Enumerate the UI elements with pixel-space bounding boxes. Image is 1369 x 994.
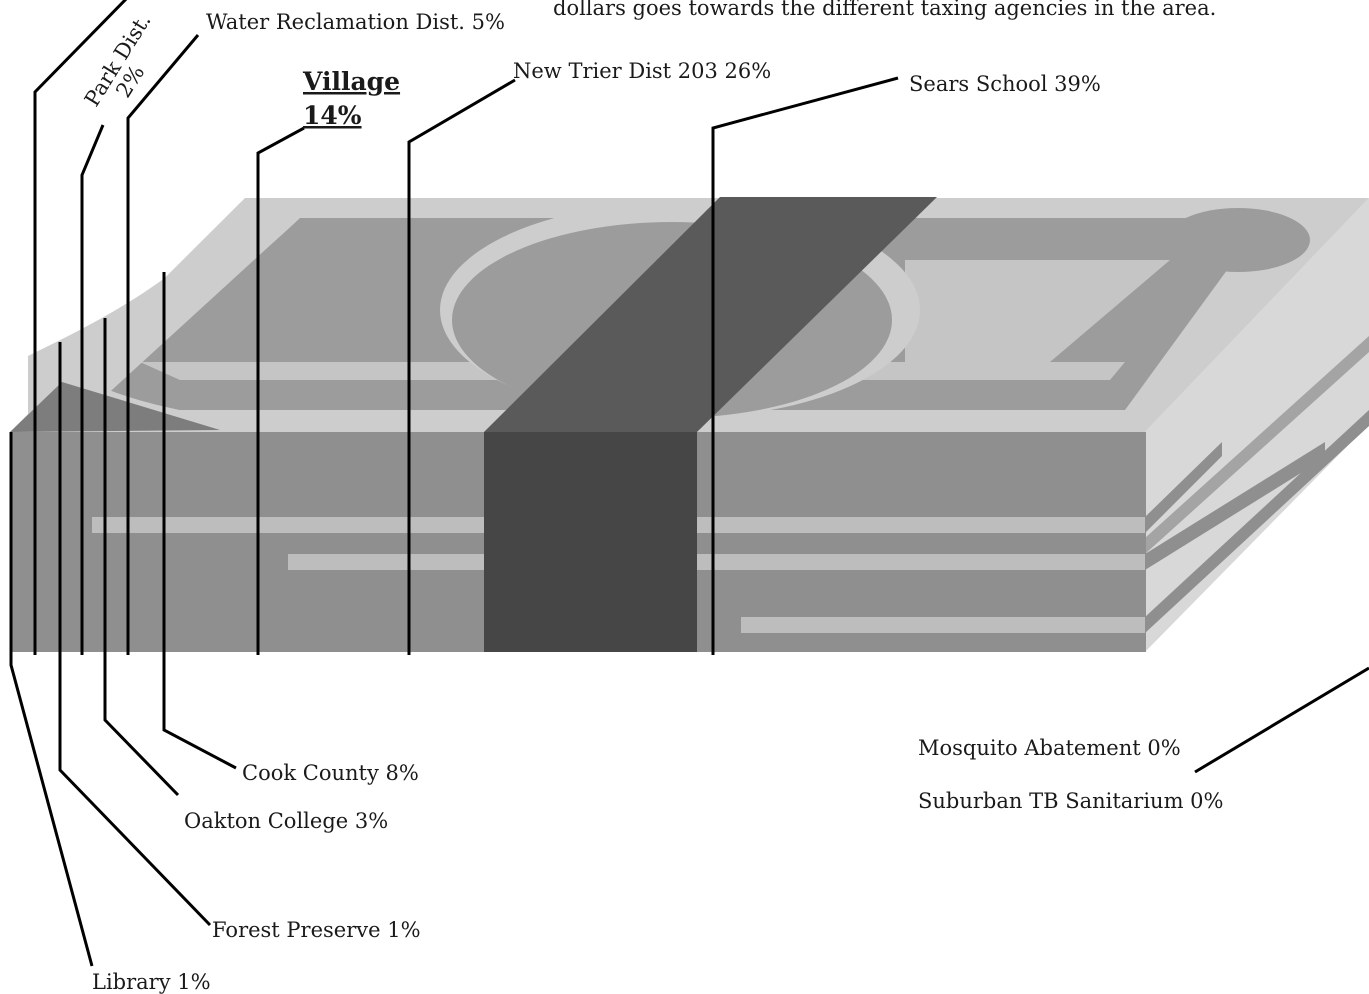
leader-new-trier <box>407 78 516 655</box>
leader-forest <box>58 342 212 927</box>
leader-lines <box>9 0 1369 967</box>
bill-right-seal <box>1166 208 1310 272</box>
label-water-reclamation: Water Reclamation Dist. 5% <box>206 10 505 34</box>
money-stack-illustration <box>10 197 1369 652</box>
label-sears-school: Sears School 39% <box>909 72 1101 96</box>
label-park-district: Park Dist. 2% <box>80 9 156 110</box>
leader-mosquito <box>1194 666 1369 774</box>
leader-oakton <box>103 318 180 797</box>
leader-park <box>80 124 105 655</box>
front-stripe-2 <box>288 554 1145 570</box>
leader-sears <box>711 76 899 655</box>
label-forest-preserve: Forest Preserve 1% <box>212 918 421 942</box>
stack-left-shadow <box>10 382 220 432</box>
stack-side-face <box>1145 198 1369 652</box>
leader-library <box>9 432 94 967</box>
leader-water <box>33 0 128 655</box>
label-library: Library 1% <box>92 970 211 994</box>
leader-cook <box>162 272 237 770</box>
label-mosquito-abatement: Mosquito Abatement 0% <box>918 736 1181 760</box>
label-suburban-tb: Suburban TB Sanitarium 0% <box>918 789 1223 813</box>
leader-water-reclamation <box>126 34 200 655</box>
label-village-pct: 14% <box>303 101 362 130</box>
side-stripe-1 <box>1145 442 1222 533</box>
label-oakton-college: Oakton College 3% <box>184 809 388 833</box>
side-stripe-3 <box>1145 410 1369 633</box>
side-stripe-4 <box>1145 336 1369 554</box>
paper-band-top <box>484 197 937 432</box>
label-cook-county: Cook County 8% <box>242 761 419 785</box>
leader-village <box>256 126 305 655</box>
park-district-name: Park Dist. <box>80 9 156 110</box>
label-village-name: Village <box>302 67 400 96</box>
bill-left-seal <box>258 267 412 349</box>
front-stripe-3 <box>741 617 1145 633</box>
intro-text: dollars goes towards the different taxin… <box>553 0 1216 20</box>
side-stripe-2 <box>1145 442 1325 570</box>
label-new-trier: New Trier Dist 203 26% <box>513 59 771 83</box>
paper-band-front <box>484 432 697 652</box>
